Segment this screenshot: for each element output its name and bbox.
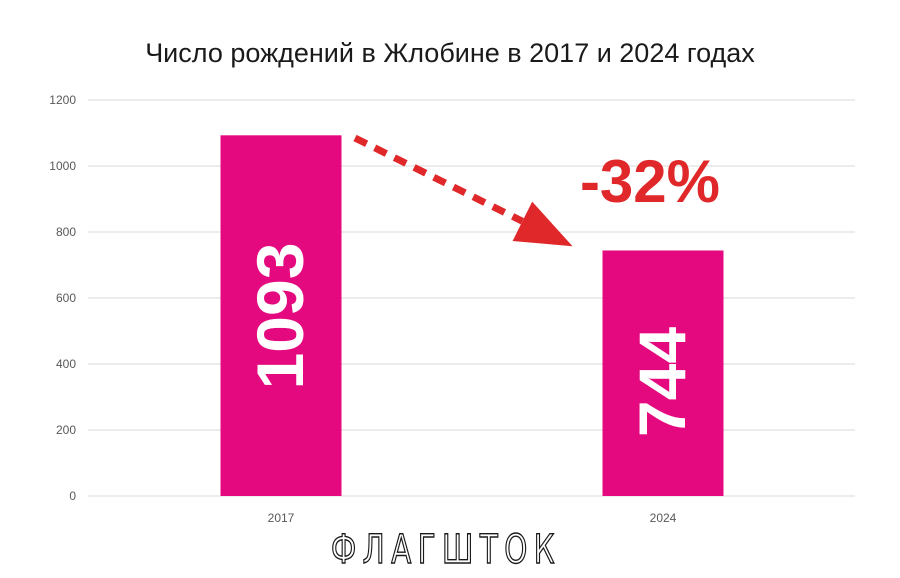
y-tick-label: 800: [56, 225, 76, 239]
y-tick-label: 1200: [49, 93, 76, 107]
bar-value-label: 744: [625, 327, 699, 437]
y-tick-label: 200: [56, 423, 76, 437]
y-tick-label: 400: [56, 357, 76, 371]
watermark-logo: ФЛАГШТОК: [331, 527, 561, 573]
chart-title: Число рождений в Жлобине в 2017 и 2024 г…: [145, 38, 755, 68]
x-tick-label: 2024: [650, 511, 677, 525]
trend-arrow-head: [512, 201, 573, 247]
y-tick-label: 0: [69, 489, 76, 503]
x-tick-label: 2017: [268, 511, 295, 525]
trend-arrow-shaft: [353, 134, 524, 225]
bar-2024: [602, 250, 724, 496]
y-tick-label: 600: [56, 291, 76, 305]
bar-value-label: 1093: [243, 243, 317, 390]
percent-change-label: -32%: [580, 148, 720, 215]
y-tick-label: 1000: [49, 159, 76, 173]
bar-2017: [220, 135, 342, 496]
